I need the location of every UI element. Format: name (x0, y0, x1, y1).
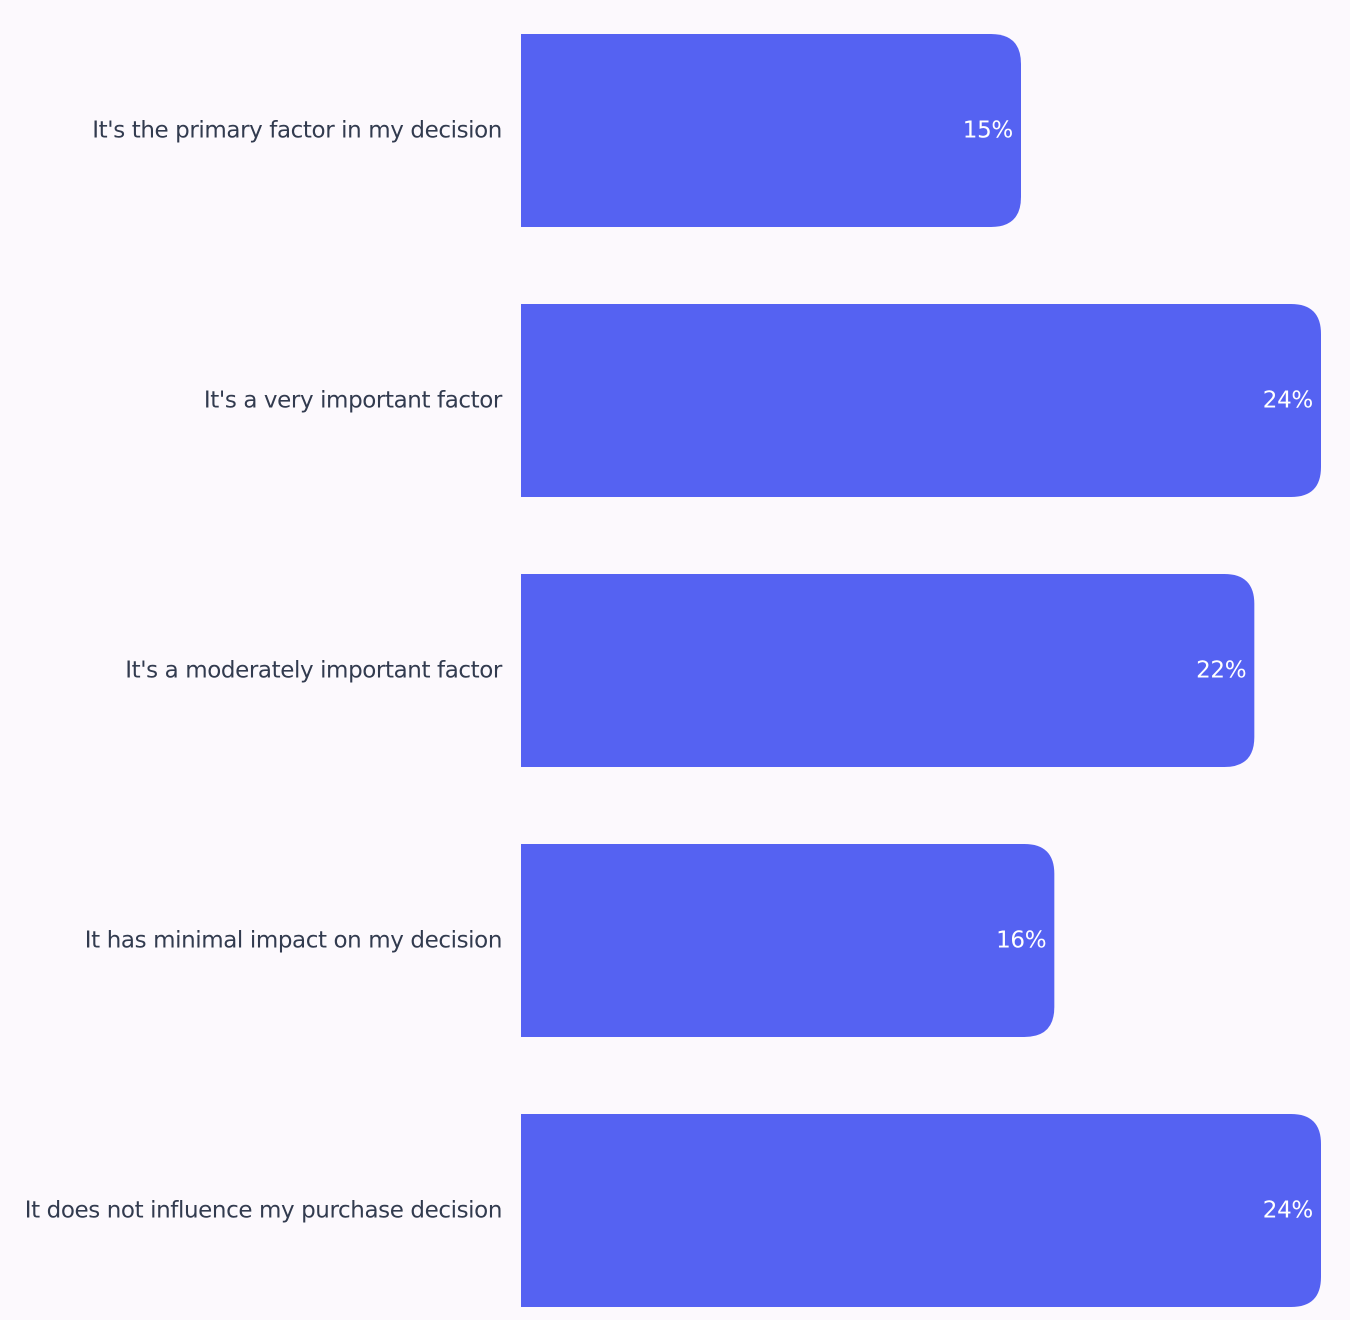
value-labels-group: 15% 24% 22% 16% 24% (963, 118, 1314, 1224)
bars-group (521, 34, 1321, 1307)
value-label-4: 16% (996, 928, 1046, 954)
value-label-2: 24% (1263, 388, 1313, 414)
bar-1 (521, 34, 1021, 227)
bar-4 (521, 844, 1055, 1037)
bar-3 (521, 574, 1255, 767)
bar-2 (521, 304, 1321, 497)
category-label-4: It has minimal impact on my decision (85, 928, 502, 954)
category-label-2: It's a very important factor (204, 388, 503, 414)
category-label-1: It's the primary factor in my decision (92, 118, 502, 144)
value-label-1: 15% (963, 118, 1013, 144)
value-label-5: 24% (1263, 1198, 1313, 1224)
value-label-3: 22% (1196, 658, 1246, 684)
category-label-5: It does not influence my purchase decisi… (25, 1198, 502, 1224)
category-labels-group: It's the primary factor in my decision It… (25, 118, 504, 1224)
bar-5 (521, 1114, 1321, 1307)
category-label-3: It's a moderately important factor (125, 658, 503, 684)
